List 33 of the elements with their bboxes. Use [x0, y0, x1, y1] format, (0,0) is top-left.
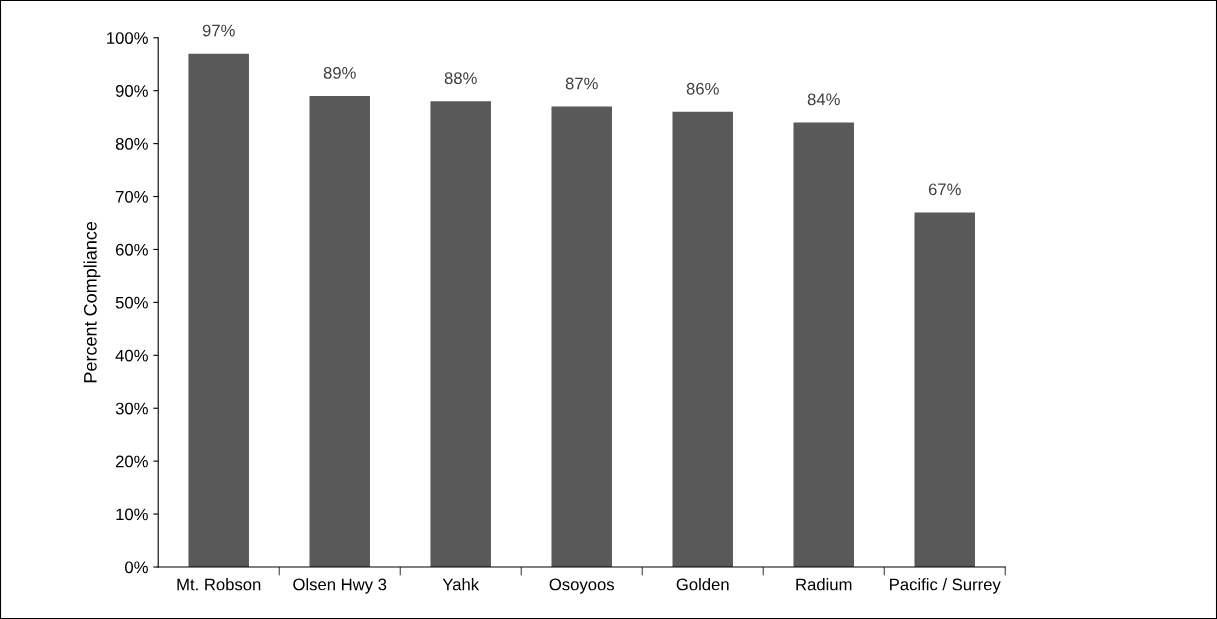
y-tick-label: 80%	[115, 138, 148, 150]
data-label: 86%	[686, 82, 719, 95]
bar	[793, 122, 854, 567]
y-tick-label: 20%	[115, 455, 148, 468]
data-label: 67%	[928, 183, 961, 196]
bar	[914, 212, 975, 567]
y-tick-label: 0%	[125, 561, 148, 574]
bar	[430, 101, 491, 567]
data-label: 87%	[565, 77, 598, 90]
y-tick-label: 40%	[115, 349, 148, 362]
bar	[551, 106, 612, 567]
x-tick-label: Radium	[796, 578, 852, 591]
y-tick-label: 60%	[115, 243, 148, 256]
x-tick-label: Mt. Robson	[177, 578, 261, 591]
data-label: 97%	[202, 24, 235, 37]
data-label: 88%	[444, 72, 477, 85]
y-tick-label: 30%	[115, 402, 148, 415]
y-tick-label: 70%	[115, 190, 148, 203]
y-tick-label: 50%	[115, 296, 148, 309]
y-tick-label: 100%	[107, 32, 148, 44]
data-label: 89%	[323, 66, 356, 79]
y-tick-label: 10%	[116, 508, 148, 521]
bar	[309, 95, 370, 567]
x-tick-label: Golden	[676, 578, 729, 591]
x-tick-label: Osoyoos	[549, 578, 615, 594]
y-axis-title: Percent Compliance	[83, 221, 101, 383]
x-tick-label: Pacific / Surrey	[890, 578, 1001, 594]
bar	[672, 111, 733, 567]
x-tick-label: Olsen Hwy 3	[293, 578, 387, 594]
x-tick-label: Yahk	[442, 578, 480, 591]
data-label: 84%	[807, 93, 840, 106]
y-tick-label: 90%	[115, 85, 148, 97]
bar	[188, 53, 249, 567]
